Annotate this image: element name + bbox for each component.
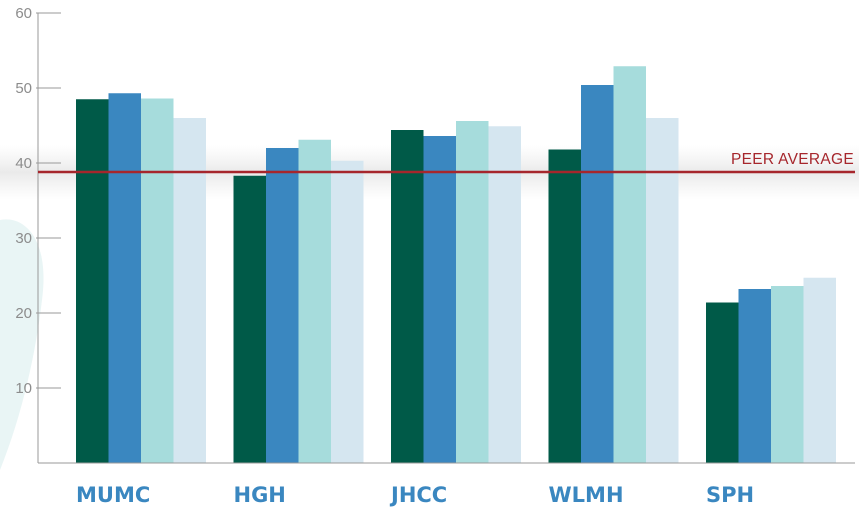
bar-wlmh-series-4 (646, 118, 679, 463)
x-axis: MUMC HGH JHCC WLMH SPH (38, 462, 855, 507)
bar-hgh-series-3 (298, 139, 331, 463)
bar-mumc-series-4 (173, 118, 206, 463)
y-tick-label: 10 (15, 380, 32, 397)
bar-mumc-series-3 (141, 98, 174, 463)
bar-jhcc-series-1 (391, 130, 424, 463)
bar-hgh-series-2 (266, 148, 299, 463)
bar-wlmh-series-1 (548, 149, 581, 463)
peer-average-reference: PEER AVERAGE (38, 151, 855, 174)
bar-jhcc-series-4 (488, 126, 521, 463)
bar-mumc-series-1 (76, 99, 109, 463)
bar-mumc-series-2 (108, 93, 141, 463)
bar-hgh-series-4 (331, 160, 364, 463)
bar-jhcc-series-3 (456, 121, 489, 463)
x-category-label: MUMC (76, 483, 150, 507)
y-axis: 10 20 30 40 50 60 (15, 5, 61, 463)
bars-group (76, 66, 836, 463)
peer-average-label: PEER AVERAGE (731, 151, 854, 168)
bar-sph-series-3 (771, 286, 804, 463)
bar-wlmh-series-2 (581, 85, 614, 463)
bar-sph-series-1 (706, 302, 739, 463)
y-tick-label: 30 (15, 230, 32, 247)
x-category-label: SPH (706, 483, 754, 507)
bar-wlmh-series-3 (613, 66, 646, 463)
bar-sph-series-2 (738, 289, 771, 463)
y-tick-label: 50 (15, 80, 32, 97)
bar-jhcc-series-2 (423, 136, 456, 463)
bar-sph-series-4 (803, 277, 836, 463)
x-category-label: HGH (234, 483, 286, 507)
background-swoosh-shape (0, 219, 44, 470)
y-tick-label: 40 (15, 155, 32, 172)
x-category-label: JHCC (389, 483, 447, 507)
y-tick-label: 20 (15, 305, 32, 322)
y-tick-label: 60 (15, 5, 32, 22)
bar-hgh-series-1 (233, 175, 266, 463)
x-category-label: WLMH (549, 483, 624, 507)
